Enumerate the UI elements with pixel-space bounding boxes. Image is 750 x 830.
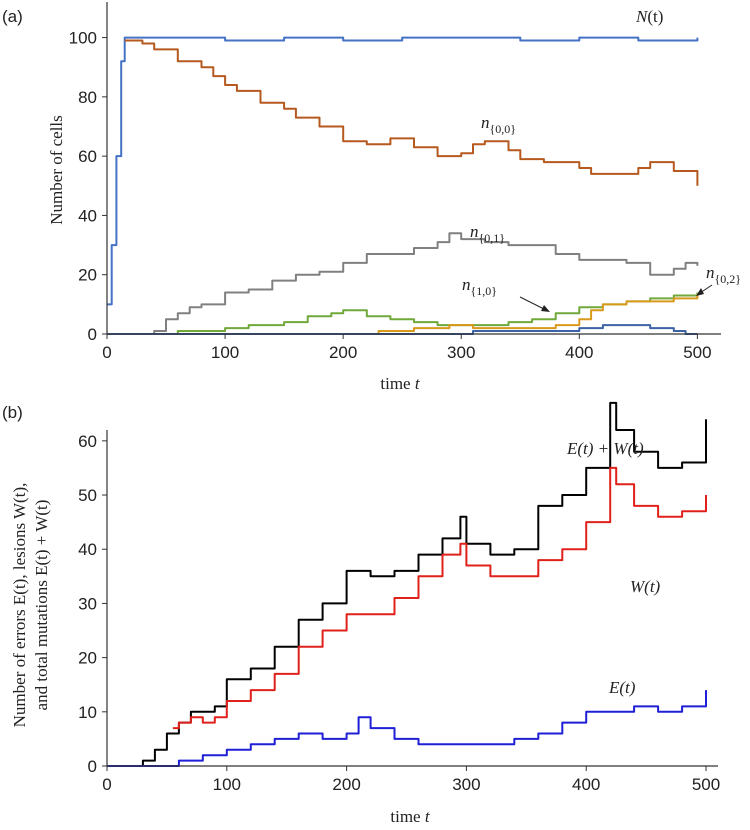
annotation-N-t: N(t) <box>635 7 663 26</box>
panel-b-y-label-line-1: Number of errors E(t), lesions W(t), <box>10 483 29 728</box>
panel-b-x-tick-label-5: 500 <box>692 775 720 794</box>
panel-b: (b) 0 100 200 300 400 500 0 10 20 30 40 50 60 Number… <box>2 401 720 826</box>
panel-a-series-line-5 <box>107 324 698 335</box>
panel-a-x-tick-label-2: 200 <box>329 343 357 362</box>
panel-b-y-tick-label-4: 40 <box>78 540 97 559</box>
panel-a-series-line-2 <box>107 232 699 335</box>
panel-b-y-label-line-2: and total mutations E(t) + W(t) <box>32 500 51 711</box>
annotation-EW: E(t) + W(t) <box>566 439 644 458</box>
panel-b-label: (b) <box>2 403 23 422</box>
panel-a-y-tick-label-4: 80 <box>78 88 97 107</box>
annotation-n02-arrowhead <box>696 288 704 296</box>
annotation-W: W(t) <box>630 577 661 596</box>
panel-a: (a) 0 100 200 300 400 500 0 20 40 60 80 100 Number … <box>2 2 741 393</box>
annotation-n10-main: n <box>462 275 471 294</box>
panel-b-series-line-0 <box>125 401 707 767</box>
panel-a-x-label: time t <box>380 374 420 393</box>
panel-a-x-tick-label-5: 500 <box>683 343 711 362</box>
panel-b-y-tick-label-5: 50 <box>78 486 97 505</box>
annotation-N-arg: (t) <box>647 7 663 26</box>
panel-b-y-tick-label-2: 20 <box>78 649 97 668</box>
panel-b-x-label: time t <box>390 807 430 826</box>
annotation-n00-sub: {0,0} <box>490 122 517 136</box>
panel-b-x-tick-label-4: 400 <box>572 775 600 794</box>
panel-a-series-line-0 <box>107 36 699 306</box>
panel-a-series-line-3 <box>107 292 699 335</box>
panel-b-y-tick-label-0: 0 <box>88 757 97 776</box>
panel-b-x-tick-label-2: 200 <box>332 775 360 794</box>
panel-b-x-tick-label-3: 300 <box>452 775 480 794</box>
panel-a-ticks: 0 100 200 300 400 500 0 20 40 60 80 100 <box>69 29 712 362</box>
panel-a-series-line-1 <box>124 39 699 186</box>
panel-a-y-tick-label-5: 100 <box>69 29 97 48</box>
panel-a-y-tick-label-1: 20 <box>78 266 97 285</box>
panel-a-x-label-var: t <box>415 374 421 393</box>
panel-a-y-tick-label-2: 40 <box>78 206 97 225</box>
panel-a-x-tick-label-4: 400 <box>565 343 593 362</box>
annotation-E: E(t) <box>608 678 636 697</box>
panel-b-x-tick-label-0: 0 <box>102 775 111 794</box>
annotation-n00: n{0,0} <box>481 113 516 136</box>
annotation-n02-main: n <box>706 263 715 282</box>
panel-a-series <box>107 36 699 335</box>
panel-b-ticks: 0 100 200 300 400 500 0 10 20 30 40 50 60 <box>78 432 720 794</box>
panel-b-series-line-1 <box>172 466 707 730</box>
panel-a-x-tick-label-1: 100 <box>211 343 239 362</box>
panel-a-x-label-text: time <box>380 374 414 393</box>
panel-a-label: (a) <box>2 7 23 26</box>
annotation-n00-main: n <box>481 113 490 132</box>
annotation-n10-arrow-line <box>519 296 547 311</box>
panel-a-y-label: Number of cells <box>47 115 66 225</box>
panel-a-x-tick-label-0: 0 <box>102 343 111 362</box>
panel-b-x-label-text: time <box>390 807 424 826</box>
annotation-n10-sub: {1,0} <box>471 284 498 298</box>
panel-b-x-label-var: t <box>425 807 431 826</box>
panel-a-y-tick-label-3: 60 <box>78 147 97 166</box>
annotation-n02: n{0,2} <box>706 263 741 286</box>
annotation-n01: n{0,1} <box>470 222 505 245</box>
panel-a-series-line-4 <box>107 295 699 335</box>
annotation-n10: n{1,0} <box>462 275 497 298</box>
panel-b-series <box>107 401 707 767</box>
annotation-n01-sub: {0,1} <box>479 231 506 245</box>
panel-b-x-tick-label-1: 100 <box>213 775 241 794</box>
panel-b-y-tick-label-1: 10 <box>78 703 97 722</box>
annotation-n01-main: n <box>470 222 479 241</box>
annotation-N-main: N <box>635 7 649 26</box>
panel-a-y-tick-label-0: 0 <box>88 325 97 344</box>
panel-a-x-tick-label-3: 300 <box>447 343 475 362</box>
panel-b-series-line-2 <box>107 690 707 767</box>
annotation-n02-sub: {0,2} <box>715 272 742 286</box>
panel-b-y-tick-label-3: 30 <box>78 594 97 613</box>
panel-b-y-tick-label-6: 60 <box>78 432 97 451</box>
annotation-n10-arrowhead <box>541 305 550 312</box>
